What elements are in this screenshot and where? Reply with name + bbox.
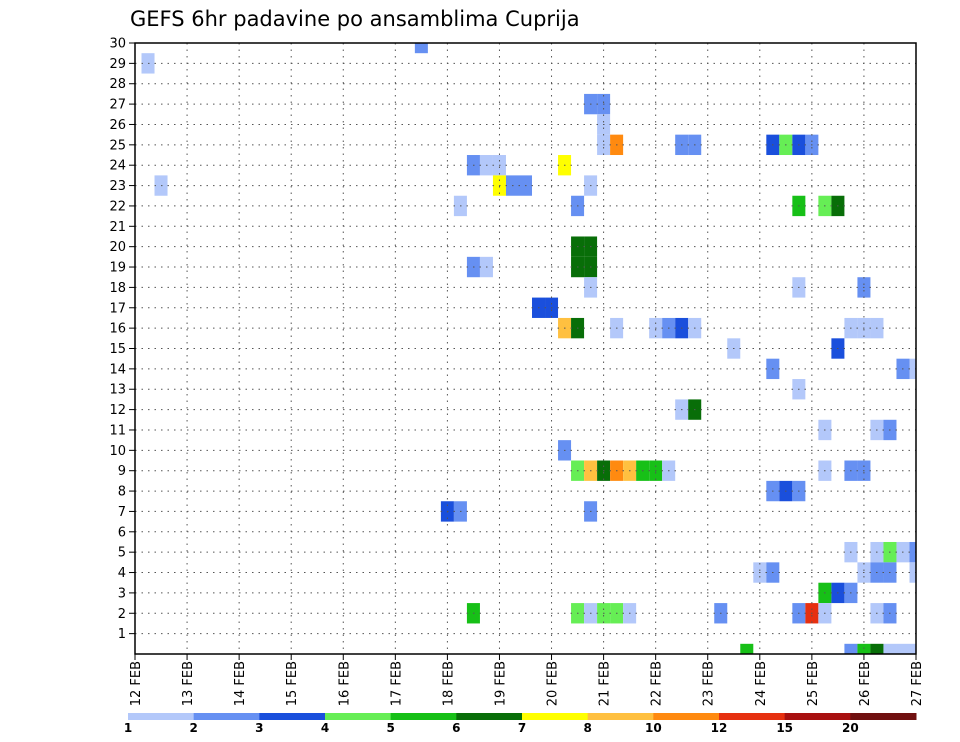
heatmap-cells	[141, 43, 916, 654]
color-scale-swatch	[390, 713, 457, 720]
color-scale-swatch	[850, 713, 917, 720]
x-tick-label: 13 FEB	[181, 661, 196, 706]
x-tick-label: 27 FEB	[910, 661, 925, 706]
y-tick-label: 4	[118, 566, 126, 581]
y-tick-label: 21	[109, 220, 126, 235]
color-scale-swatch	[128, 713, 195, 720]
color-scale-label: 5	[386, 721, 394, 735]
y-tick-label: 20	[109, 240, 126, 255]
y-tick-label: 26	[109, 118, 126, 133]
x-tick-label: 22 FEB	[650, 661, 665, 706]
y-tick-label: 30	[109, 37, 126, 52]
color-scale-label: 10	[645, 721, 662, 735]
x-tick-label: 12 FEB	[129, 661, 144, 706]
color-scale-label: 15	[776, 721, 793, 735]
chart-title: GEFS 6hr padavine po ansamblima Cuprija	[130, 7, 580, 31]
grid-lines	[135, 42, 916, 654]
y-tick-label: 10	[109, 444, 126, 459]
y-tick-label: 14	[109, 362, 126, 377]
y-tick-label: 22	[109, 199, 126, 214]
x-tick-label: 23 FEB	[702, 661, 717, 706]
heatmap-cell	[909, 541, 916, 563]
heatmap-cell	[909, 562, 916, 583]
heatmap-cell	[896, 643, 910, 654]
y-tick-label: 15	[109, 342, 126, 357]
x-axis: 12 FEB 13 FEB 14 FEB 15 FEB 16 FEB 17 FEB 18 F…	[129, 654, 925, 706]
y-tick-label: 2	[118, 607, 126, 622]
color-scale-swatch	[456, 713, 523, 720]
x-tick-label: 18 FEB	[441, 661, 456, 706]
x-tick-label: 24 FEB	[754, 661, 769, 706]
y-tick-label: 28	[109, 77, 126, 92]
color-scale-swatch	[522, 713, 589, 720]
heatmap-cell	[909, 643, 916, 654]
x-tick-label: 14 FEB	[233, 661, 248, 706]
x-tick-label: 21 FEB	[598, 661, 613, 706]
y-tick-label: 24	[109, 159, 126, 174]
y-tick-label: 9	[118, 464, 126, 479]
y-tick-label: 16	[109, 322, 126, 337]
color-scale-label: 12	[711, 721, 728, 735]
y-tick-label: 1	[118, 627, 126, 642]
y-tick-label: 29	[109, 57, 126, 72]
color-scale-swatch	[784, 713, 851, 720]
heatmap-cell	[844, 643, 858, 654]
x-tick-label: 16 FEB	[337, 661, 352, 706]
color-scale-label: 8	[583, 721, 591, 735]
y-tick-label: 19	[109, 261, 126, 276]
y-tick-label: 23	[109, 179, 126, 194]
color-scale-label: 1	[124, 721, 132, 735]
y-tick-label: 5	[118, 546, 126, 561]
color-scale-label: 2	[189, 721, 197, 735]
x-tick-label: 26 FEB	[858, 661, 873, 706]
y-tick-label: 27	[109, 98, 126, 113]
color-scale-swatch	[259, 713, 326, 720]
x-tick-label: 20 FEB	[546, 661, 561, 706]
y-axis: 1234567891011121314151617181920212223242…	[109, 37, 135, 642]
color-scale-swatch	[653, 713, 720, 720]
heatmap-cell	[870, 643, 884, 654]
color-scale-swatch	[325, 713, 392, 720]
color-scale-label: 7	[518, 721, 526, 735]
y-tick-label: 7	[118, 505, 126, 520]
y-tick-label: 3	[118, 586, 126, 601]
color-scale-label: 3	[255, 721, 263, 735]
y-tick-label: 13	[109, 383, 126, 398]
x-tick-label: 15 FEB	[285, 661, 300, 706]
y-tick-label: 12	[109, 403, 126, 418]
color-scale: 1 2 3 4 5 6 7 8 10 12 15 20	[124, 713, 917, 735]
heatmap-cell	[883, 643, 897, 654]
color-scale-label: 20	[842, 721, 859, 735]
color-scale-swatch	[587, 713, 654, 720]
color-scale-label: 4	[321, 721, 329, 735]
y-tick-label: 18	[109, 281, 126, 296]
y-tick-label: 17	[109, 301, 126, 316]
x-tick-label: 19 FEB	[493, 661, 508, 706]
x-tick-label: 25 FEB	[806, 661, 821, 706]
x-tick-label: 17 FEB	[389, 661, 404, 706]
color-scale-swatch	[719, 713, 786, 720]
heatmap-cell	[740, 643, 754, 654]
heatmap-cell	[909, 358, 916, 380]
y-tick-label: 6	[118, 525, 126, 540]
y-tick-label: 25	[109, 138, 126, 153]
y-tick-label: 8	[118, 485, 126, 500]
y-tick-label: 11	[109, 423, 126, 438]
heatmap-cell	[414, 43, 428, 54]
color-scale-swatch	[193, 713, 260, 720]
color-scale-label: 6	[452, 721, 460, 735]
